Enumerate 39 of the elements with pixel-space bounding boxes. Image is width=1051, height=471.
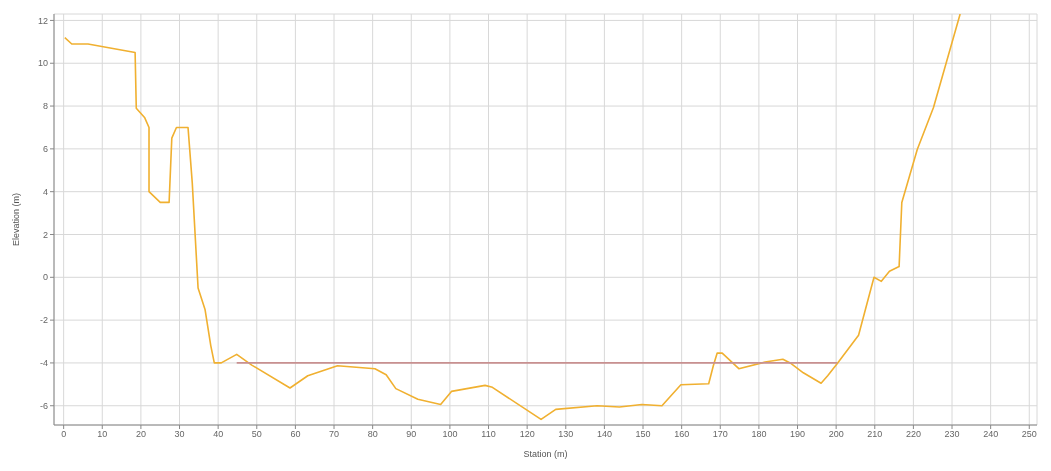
x-tick-label: 30 — [174, 429, 185, 440]
x-tick-label: 140 — [596, 429, 612, 440]
x-tick-label: 190 — [790, 429, 806, 440]
x-tick-label: 180 — [751, 429, 767, 440]
x-tick-label: 0 — [61, 429, 67, 440]
x-tick-label: 200 — [828, 429, 844, 440]
y-tick-label: -6 — [39, 400, 48, 411]
x-tick-label: 110 — [481, 429, 496, 440]
x-tick-label: 170 — [712, 429, 728, 440]
line-series — [64, 14, 961, 421]
y-tick-label: 0 — [42, 272, 48, 283]
x-tick-label: 50 — [251, 429, 262, 440]
x-tick-label: 220 — [905, 429, 921, 440]
y-axis-title: Elevation (m) — [11, 192, 22, 247]
y-tick-label: 10 — [37, 58, 48, 69]
y-tick-label: 4 — [42, 186, 48, 197]
x-tick-label: 60 — [290, 429, 301, 440]
x-tick-label: 120 — [519, 429, 535, 440]
x-tick-label: 100 — [442, 429, 458, 440]
x-tick-label: 210 — [867, 429, 883, 440]
x-tick-label: 150 — [635, 429, 651, 440]
y-tick-label: -4 — [39, 358, 48, 369]
x-tick-label: 130 — [558, 429, 574, 440]
y-tick-label: 12 — [37, 15, 48, 26]
x-tick-label: 250 — [1021, 429, 1037, 440]
x-tick-label: 70 — [329, 429, 340, 440]
y-tick-label: -2 — [39, 315, 48, 326]
x-axis-title: Station (m) — [523, 449, 568, 459]
x-tick-label: 40 — [213, 429, 224, 440]
y-tick-label: 2 — [42, 229, 48, 240]
x-tick-label: 10 — [97, 429, 108, 440]
x-tick-label: 80 — [367, 429, 378, 440]
x-tick-label: 160 — [674, 429, 690, 440]
x-tick-label: 230 — [944, 429, 960, 440]
x-tick-label: 90 — [406, 429, 417, 440]
x-tick-label: 240 — [983, 429, 999, 440]
y-tick-label: 8 — [42, 101, 48, 112]
y-tick-label: 6 — [42, 144, 48, 155]
x-tick-label: 20 — [135, 429, 146, 440]
